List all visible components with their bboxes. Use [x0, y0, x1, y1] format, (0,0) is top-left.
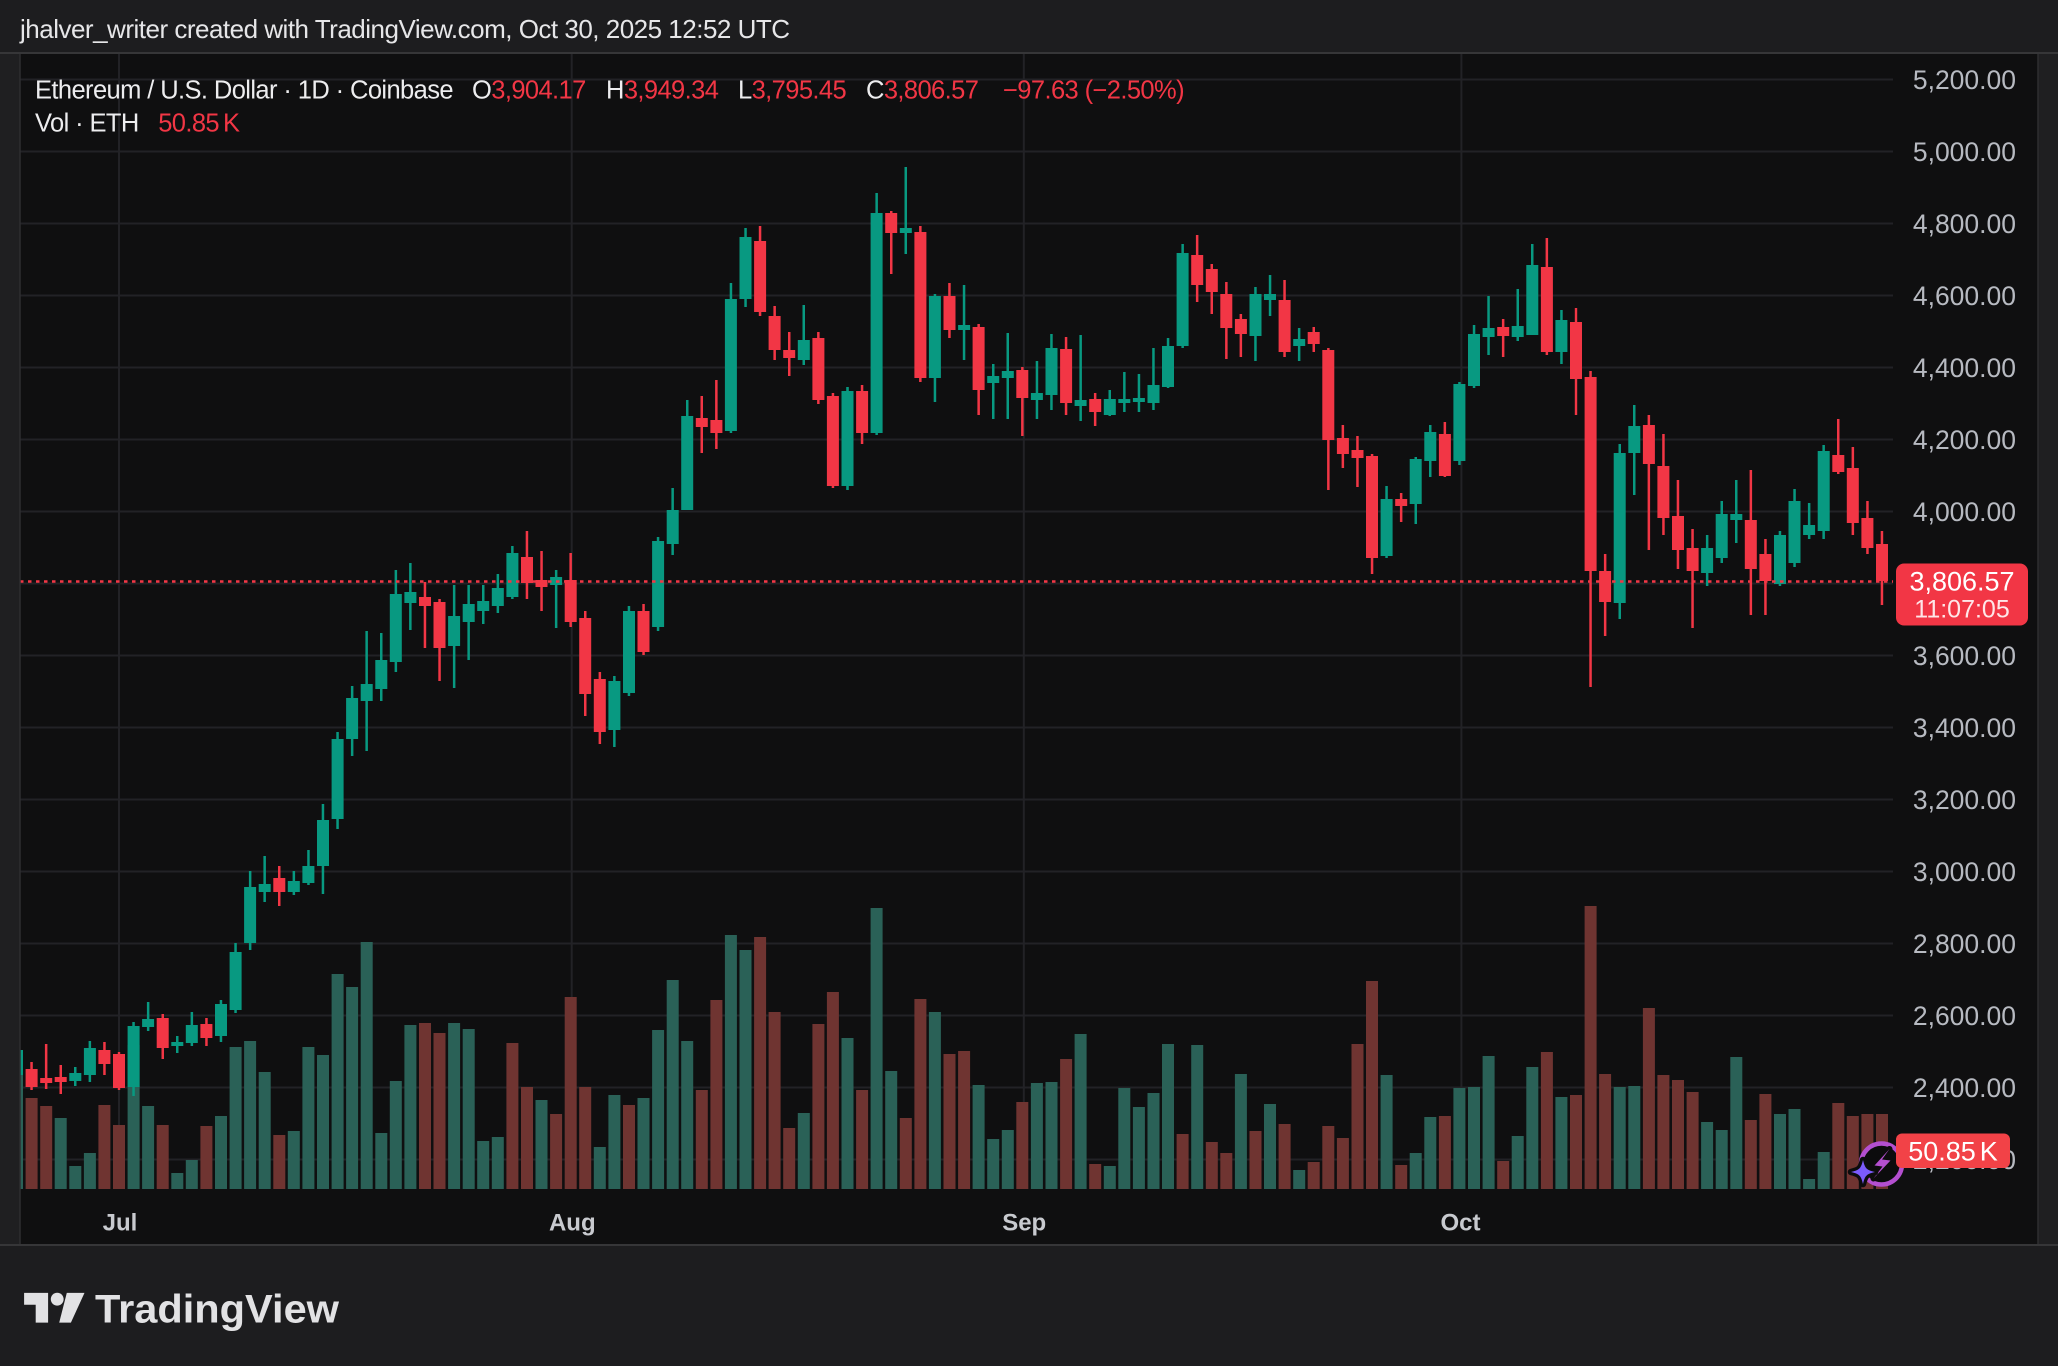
svg-text:3,806.57: 3,806.57: [1909, 567, 2014, 597]
svg-text:2,400.00: 2,400.00: [1913, 1073, 2016, 1103]
svg-text:50.85K: 50.85 K: [1908, 1137, 1998, 1167]
svg-text:3,400.00: 3,400.00: [1913, 713, 2016, 743]
svg-text:2,800.00: 2,800.00: [1913, 929, 2016, 959]
svg-text:Ethereum / U.S. Dollar · 1D ·: Ethereum / U.S. Dollar · 1D · Coinbase: [35, 77, 453, 105]
svg-text:5,200.00: 5,200.00: [1913, 65, 2016, 95]
svg-text:C3,806.57: C3,806.57: [866, 77, 978, 105]
svg-text:Aug: Aug: [549, 1210, 596, 1237]
svg-text:O3,904.17: O3,904.17: [472, 77, 586, 105]
svg-text:5,000.00: 5,000.00: [1913, 137, 2016, 167]
svg-text:3,000.00: 3,000.00: [1913, 857, 2016, 887]
svg-text:Sep: Sep: [1002, 1210, 1046, 1237]
svg-text:4,200.00: 4,200.00: [1913, 425, 2016, 455]
svg-text:3,600.00: 3,600.00: [1913, 641, 2016, 671]
svg-text:H3,949.34: H3,949.34: [606, 77, 719, 105]
svg-text:4,800.00: 4,800.00: [1913, 209, 2016, 239]
svg-text:4,400.00: 4,400.00: [1913, 353, 2016, 383]
svg-text:L3,795.45: L3,795.45: [738, 77, 846, 105]
svg-text:TradingView: TradingView: [95, 1288, 340, 1332]
svg-text:Oct: Oct: [1440, 1210, 1480, 1237]
svg-text:Vol · ETH 50.85K: Vol · ETH 50.85 K: [35, 110, 240, 138]
svg-text:4,000.00: 4,000.00: [1913, 497, 2016, 527]
svg-text:11:07:05: 11:07:05: [1914, 596, 2009, 624]
svg-text:Jul: Jul: [103, 1210, 138, 1237]
svg-text:3,200.00: 3,200.00: [1913, 785, 2016, 815]
svg-text:4,600.00: 4,600.00: [1913, 281, 2016, 311]
svg-text:2,600.00: 2,600.00: [1913, 1001, 2016, 1031]
svg-text:−97.63 (−2.50%): −97.63 (−2.50%): [1003, 77, 1184, 105]
